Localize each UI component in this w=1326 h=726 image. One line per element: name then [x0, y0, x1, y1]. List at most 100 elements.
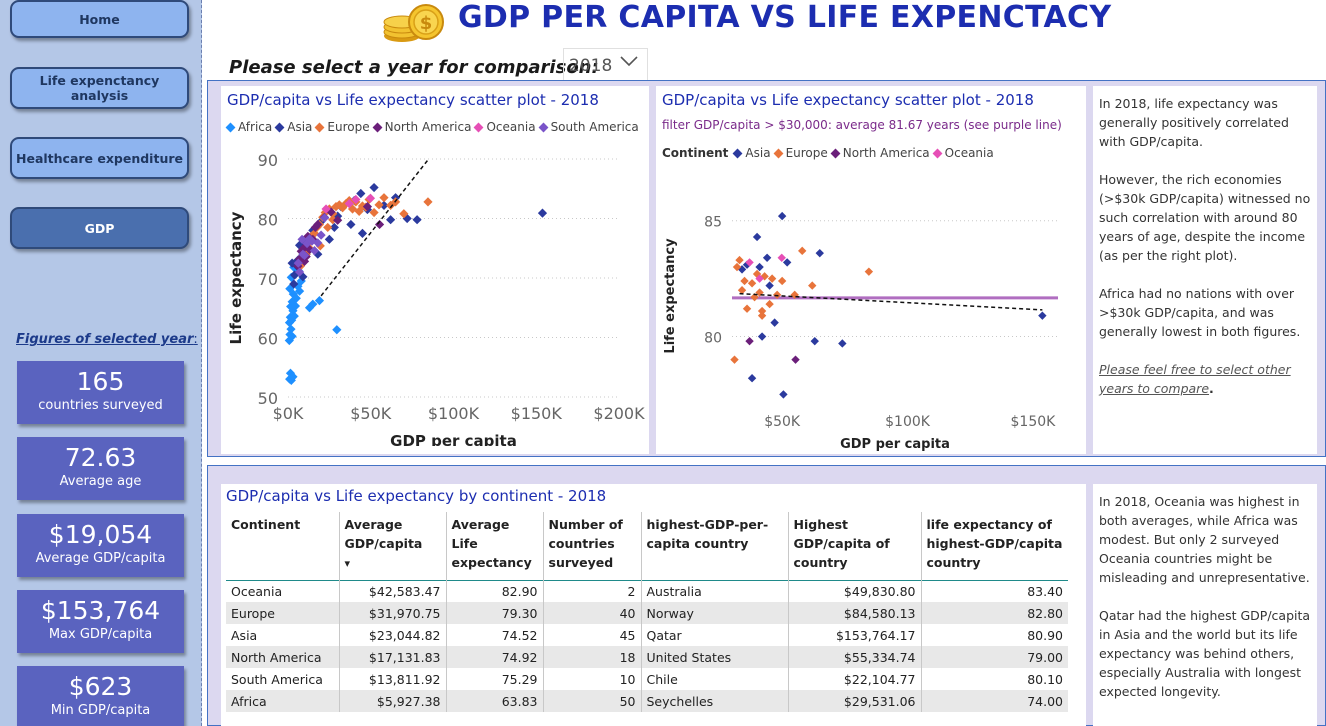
legend2-label-north-america: North America	[842, 146, 930, 160]
scatter-rich-plot[interactable]: 80 85 $50K $100K $150K GDP per capita Life exp…	[656, 86, 1086, 454]
nav-home-button[interactable]: Home	[10, 0, 189, 38]
point-africa	[287, 331, 297, 341]
table-cell: 40	[543, 602, 642, 624]
col-header-count[interactable]: Number of countries surveyed	[543, 512, 642, 580]
table-cell: $153,764.17	[788, 624, 922, 646]
table-cell: 74.00	[1027, 693, 1063, 709]
point-africa	[285, 284, 295, 294]
table-cell: $55,334.74	[788, 646, 922, 668]
scatter-all-card[interactable]: GDP/capita vs Life expectancy scatter pl…	[221, 86, 649, 454]
nav-healthcare-button[interactable]: Healthcare expenditure	[10, 137, 189, 179]
point-asia	[290, 270, 300, 280]
notes-bottom-card: In 2018, Oceania was highest in both ave…	[1093, 484, 1317, 726]
point-africa	[332, 325, 342, 335]
y-axis-title: Life expectancy	[227, 211, 245, 344]
point-asia	[357, 228, 368, 238]
table-row[interactable]: Oceania $42,583.47 82.90 2 Australia $49,830.…	[226, 580, 1068, 602]
y-tick-label: 50	[258, 389, 278, 408]
point-asia	[752, 232, 762, 242]
legend2-item-oceania[interactable]: Oceania	[932, 146, 994, 160]
table-cell: Qatar	[641, 624, 789, 646]
table-cell: Seychelles	[641, 690, 789, 712]
point-europe	[323, 222, 333, 233]
legend-label-europe: Europe	[327, 120, 370, 134]
col-header-avg-life[interactable]: Average Life expectancy	[446, 512, 544, 580]
nav-gdp-button[interactable]: GDP	[10, 207, 189, 249]
legend2-item-europe[interactable]: Europe	[773, 146, 828, 160]
col-header-continent[interactable]: Continent	[226, 512, 340, 580]
point-europe	[732, 262, 742, 272]
scatter-all-legend: Africa Asia Europe North America Oceania…	[225, 120, 643, 134]
table-cell: 82.90	[446, 580, 544, 602]
table-cell: 74.92	[446, 646, 544, 668]
point-north-america	[374, 219, 385, 230]
point-asia	[369, 182, 379, 193]
point-asia	[1038, 311, 1047, 320]
col-header-top-life[interactable]: life expectancy of highest-GDP/capita co…	[926, 517, 1063, 570]
table-row[interactable]: Europe $31,970.75 79.30 40 Norway $84,580.13 8…	[226, 602, 1068, 624]
legend-item-asia[interactable]: Asia	[274, 120, 313, 134]
point-asia	[770, 318, 779, 327]
point-south-america	[293, 258, 303, 268]
note-bottom-1: In 2018, Oceania was highest in both ave…	[1099, 494, 1310, 585]
point-south-america	[297, 234, 307, 244]
legend2-label-oceania: Oceania	[944, 146, 994, 160]
point-asia	[810, 336, 819, 346]
table-row[interactable]: Africa $5,927.38 63.83 50 Seychelles $29,531.…	[226, 690, 1068, 712]
nav-life-expectancy-button[interactable]: Life expenctancy analysis	[10, 67, 189, 109]
sort-desc-icon[interactable]: ▾	[344, 557, 351, 570]
table-cell: Australia	[641, 580, 789, 602]
note-bottom-2: Qatar had the highest GDP/capita in Asia…	[1099, 608, 1311, 699]
card-average-gdp: $19,054 Average GDP/capita	[17, 514, 184, 577]
scatter-rich-card[interactable]: GDP/capita vs Life expectancy scatter pl…	[656, 86, 1086, 454]
table-cell: 45	[543, 624, 642, 646]
table-cell: $84,580.13	[788, 602, 922, 624]
point-europe	[750, 292, 759, 302]
point-asia	[737, 265, 747, 274]
table-cell: $22,104.77	[788, 668, 922, 690]
trend-line	[739, 292, 1043, 311]
table-row[interactable]: South America $13,811.92 75.29 10 Chile $22,1…	[226, 668, 1068, 690]
legend-label-asia: Asia	[287, 120, 313, 134]
table-cell: 50	[543, 690, 642, 712]
legend-item-europe[interactable]: Europe	[314, 120, 370, 134]
scatter-all-plot[interactable]: 50 60 70 80 90 $0K $50K $100K $150K $200K GDP per …	[221, 86, 649, 446]
x-tick-label: $150K	[511, 404, 563, 423]
legend2-item-north-america[interactable]: North America	[830, 146, 930, 160]
table-cell: $13,811.92	[339, 668, 447, 690]
card-average-age-value: 72.63	[64, 443, 137, 472]
table-cell: 82.80	[1027, 605, 1063, 621]
scatter-rich-title: GDP/capita vs Life expectancy scatter pl…	[662, 91, 1034, 109]
legend-item-africa[interactable]: Africa	[225, 120, 273, 134]
table-cell: 79.00	[1027, 649, 1063, 665]
table-title: GDP/capita vs Life expectancy by contine…	[226, 487, 607, 505]
col-header-avg-gdp[interactable]: Average GDP/capita ▾	[339, 512, 447, 580]
year-dropdown[interactable]: 2018	[563, 48, 648, 82]
point-europe	[765, 299, 774, 309]
point-north-america	[362, 202, 373, 212]
select-years-link[interactable]: Please feel free to select other years t…	[1099, 362, 1291, 396]
table-cell: North America	[226, 646, 340, 668]
legend2-item-asia[interactable]: Asia	[732, 146, 771, 160]
col-header-top-gdp[interactable]: Highest GDP/capita of country	[788, 512, 922, 580]
point-asia	[838, 339, 847, 348]
col-header-top-country[interactable]: highest-GDP-per-capita country	[641, 512, 789, 580]
point-north-america	[791, 355, 800, 364]
legend-item-oceania[interactable]: Oceania	[474, 120, 536, 134]
y-tick-label: 60	[258, 330, 278, 349]
continent-table: Continent Average GDP/capita ▾ Average Li…	[226, 512, 1068, 712]
notes-bottom: In 2018, Oceania was highest in both ave…	[1099, 492, 1311, 720]
table-cell: 63.83	[446, 690, 544, 712]
point-asia	[777, 211, 787, 221]
table-cell: Oceania	[226, 580, 340, 602]
table-row[interactable]: Asia $23,044.82 74.52 45 Qatar $153,764.17 80.…	[226, 624, 1068, 646]
table-row[interactable]: North America $17,131.83 74.92 18 United Sta…	[226, 646, 1068, 668]
legend-item-south-america[interactable]: South America	[538, 120, 639, 134]
point-oceania	[321, 204, 331, 214]
legend-label-africa: Africa	[238, 120, 273, 134]
top-panel: GDP/capita vs Life expectancy scatter pl…	[207, 80, 1326, 457]
year-dropdown-value: 2018	[569, 55, 613, 76]
point-asia	[747, 374, 757, 383]
legend2-label-europe: Europe	[785, 146, 828, 160]
legend-item-north-america[interactable]: North America	[372, 120, 471, 134]
